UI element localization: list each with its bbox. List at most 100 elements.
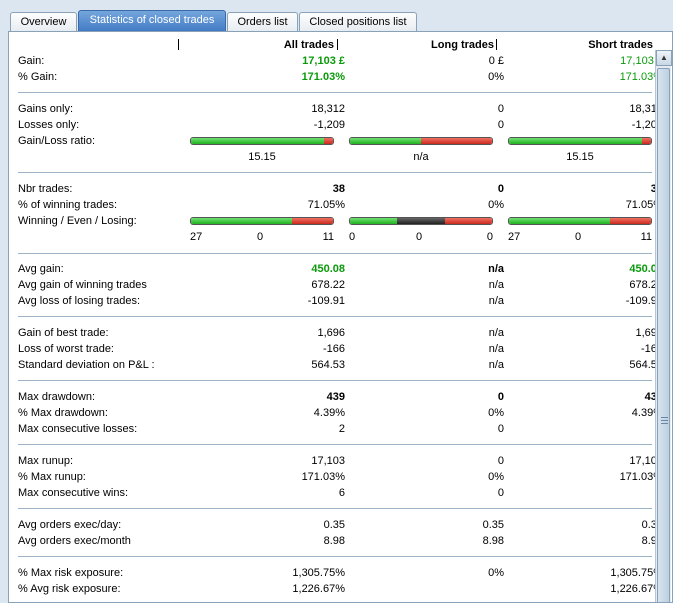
row-avg-gain: Avg gain: 450.08 n/a 450.08 [18,261,663,277]
label: Winning / Even / Losing: [18,215,137,227]
value-long: n/a [488,279,504,291]
win-segment [191,218,292,224]
label: Max consecutive losses: [18,423,138,435]
row-losses-only: Losses only: -1,209 0 -1,209 [18,117,663,133]
gain-loss-bar-short [508,137,652,145]
gain-segment [350,138,421,144]
value-all: 1,226.67% [292,583,345,595]
value-long: 0 [497,487,504,499]
value-long: 0 [497,423,504,435]
scroll-thumb[interactable] [657,68,670,602]
label: Avg orders exec/day: [18,519,122,531]
value-all: 439 [326,391,345,403]
row-avg-gain-winning: Avg gain of winning trades 678.22 n/a 67… [18,277,663,293]
label: Avg gain of winning trades [18,279,147,291]
divider [18,508,652,509]
divider [18,316,652,317]
value-all: 171.03% [301,471,345,483]
label: Avg gain: [18,263,64,275]
vertical-scrollbar[interactable]: ▲ [655,50,672,602]
value-long: n/a [488,343,504,355]
row-max-consec-wins: Max consecutive wins: 6 0 6 [18,485,663,501]
value-long: n/a [488,295,504,307]
label: % Gain: [18,71,58,83]
loss-segment [324,138,333,144]
row-avg-loss-losing: Avg loss of losing trades: -109.91 n/a -… [18,293,663,309]
value-all: 6 [338,487,345,499]
statistics-panel: All trades Long trades Short trades Gain… [8,31,673,603]
value-short: -109.91 [625,295,663,307]
even-segment [397,218,445,224]
divider [18,444,652,445]
gain-loss-ratio-all: 15.15 [248,151,276,163]
gain-loss-ratio-short: 15.15 [566,151,594,163]
label: % of winning trades: [18,199,118,211]
value-all: 17,103 [311,455,345,467]
value-long: 0.35 [482,519,504,531]
value-long: 0 [497,119,504,131]
label: Standard deviation on P&L : [18,359,155,371]
value-long: 0 £ [488,55,504,67]
row-gain: Gain: 17,103 £ 0 £ 17,103 £ [18,53,663,69]
value-all: 2 [338,423,345,435]
lose-count-all: 11 [322,231,334,243]
tab-overview[interactable]: Overview [10,12,77,32]
header-short-trades: Short trades [588,39,653,51]
label: % Max runup: [18,471,86,483]
tab-orders-list[interactable]: Orders list [227,12,298,32]
column-divider[interactable] [337,39,338,50]
value-long: 0% [488,407,504,419]
value-all: 1,305.75% [292,567,345,579]
win-count-all: 27 [190,231,203,243]
column-divider[interactable] [496,39,497,50]
label: % Max drawdown: [18,407,108,419]
row-pct-winning: % of winning trades: 71.05% 0% 71.05% [18,197,663,213]
grip-line [661,420,668,421]
label: Max consecutive wins: [18,487,129,499]
value-long: 0 [497,103,504,115]
value-all: -166 [322,343,345,355]
row-avg-orders-day: Avg orders exec/day: 0.35 0.35 0.35 [18,517,663,533]
label: Max runup: [18,455,74,467]
win-count-long: 0 [349,231,356,243]
win-even-lose-bar-all [190,217,334,225]
value-short: 678.22 [629,279,663,291]
label: % Avg risk exposure: [18,583,121,595]
value-all: 4.39% [313,407,345,419]
gain-loss-bar-long [349,137,493,145]
win-even-lose-bar-short [508,217,652,225]
value-all: 71.05% [307,199,345,211]
row-gains-only: Gains only: 18,312 0 18,312 [18,101,663,117]
value-long: 0 [497,391,504,403]
value-short: 71.05% [625,199,663,211]
value-all: 171.03% [301,71,345,83]
value-short: 17,103 £ [620,55,663,67]
column-divider[interactable] [178,39,179,50]
value-long: 0% [488,471,504,483]
value-all: -1,209 [313,119,345,131]
value-short: 450.08 [629,263,663,275]
value-all: 38 [332,183,345,195]
row-max-drawdown: Max drawdown: 439 0 439 [18,389,663,405]
divider [18,556,652,557]
label: Loss of worst trade: [18,343,114,355]
tab-bar: Overview Statistics of closed trades Ord… [0,0,673,33]
label: Nbr trades: [18,183,73,195]
scroll-up-button[interactable]: ▲ [656,50,672,66]
tab-statistics-closed-trades[interactable]: Statistics of closed trades [78,10,226,33]
value-short: 17,103 [629,455,663,467]
win-count-short: 27 [508,231,521,243]
grip-line [661,417,668,418]
row-avg-orders-month: Avg orders exec/month 8.98 8.98 8.98 [18,533,663,549]
label: % Max risk exposure: [18,567,124,579]
value-all: 1,696 [317,327,345,339]
row-nbr-trades: Nbr trades: 38 0 38 [18,181,663,197]
value-short: 564.53 [629,359,663,371]
header-all-trades: All trades [283,39,334,51]
tab-closed-positions-list[interactable]: Closed positions list [299,12,417,32]
lose-count-long: 0 [486,231,493,243]
even-count-long: 0 [416,231,423,243]
value-all: 564.53 [311,359,345,371]
label: Gain of best trade: [18,327,109,339]
lose-segment [291,218,333,224]
